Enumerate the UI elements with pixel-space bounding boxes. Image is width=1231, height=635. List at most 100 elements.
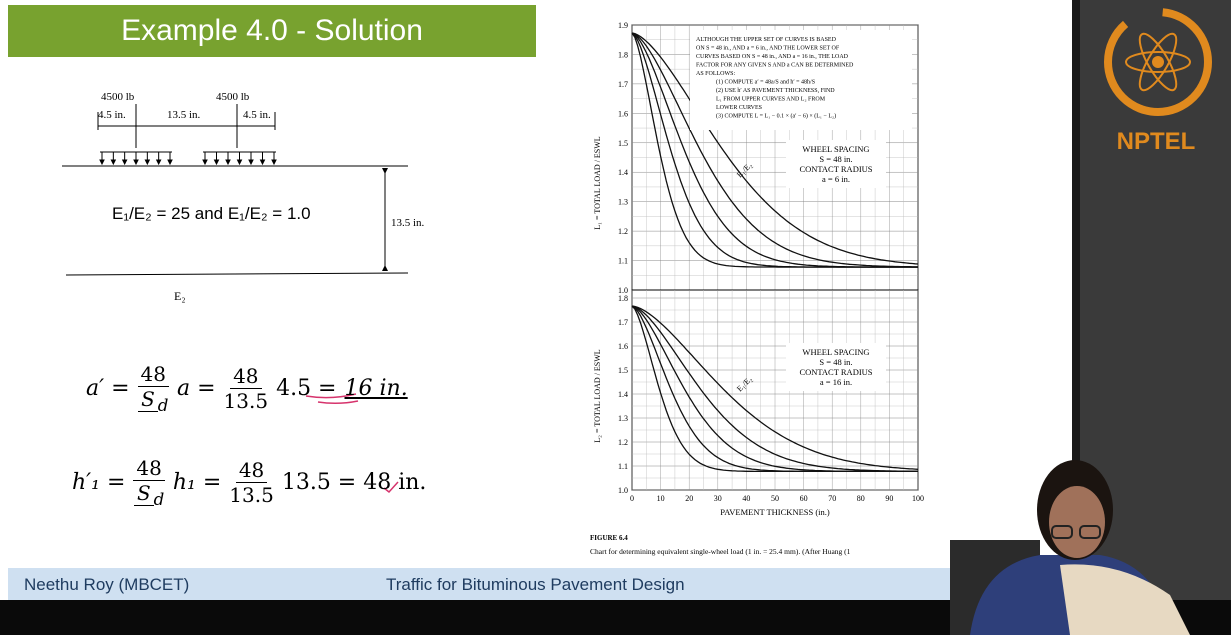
load-label: 4500 lb — [216, 91, 250, 103]
x-tick-label: 60 — [800, 494, 808, 503]
modulus-ratio: E₁/E₂ = 25 and E₁/E₂ = 1.0 — [112, 204, 311, 223]
y-tick-label: 1.1 — [618, 257, 628, 266]
legend-text: a = 16 in. — [820, 377, 852, 387]
y-tick-label: 1.8 — [618, 294, 628, 303]
dim-label: 4.5 in. — [98, 109, 126, 121]
denominator: S — [138, 387, 158, 412]
y-tick-label: 1.2 — [618, 227, 628, 236]
arrow-head — [134, 160, 138, 164]
legend-text: WHEEL SPACING — [802, 144, 869, 154]
numerator: 48 — [133, 456, 164, 481]
y-tick-label: 1.5 — [618, 139, 628, 148]
arrow-head — [123, 160, 127, 164]
arrow-head — [111, 160, 115, 164]
arrow-head — [157, 160, 161, 164]
x-tick-label: 70 — [828, 494, 836, 503]
arrow-head — [168, 160, 172, 164]
y-axis-label: L₁ = TOTAL LOAD / ESWL — [593, 136, 602, 230]
layer-label: E₂ — [174, 289, 186, 303]
y-tick-label: 1.2 — [618, 438, 628, 447]
y-tick-label: 1.4 — [618, 390, 628, 399]
y-tick-label: 1.3 — [618, 198, 628, 207]
y-tick-label: 1.4 — [618, 168, 628, 177]
legend-text: a = 6 in. — [822, 174, 850, 184]
y-tick-label: 1.6 — [618, 109, 628, 118]
note-line: L₁ FROM UPPER CURVES AND L₂ FROM — [716, 97, 826, 103]
numerator: 48 — [230, 364, 261, 389]
eq-term: 13.5 = 48 in. — [282, 470, 427, 495]
legend-text: CONTACT RADIUS — [799, 164, 872, 174]
figure-title: FIGURE 6.4 — [590, 534, 628, 542]
note-line: (3) COMPUTE L = L₁ − 0.1 × (a′ − 6) × (L… — [716, 113, 836, 120]
curve-label: E₁/E₂ — [735, 374, 754, 393]
eq-term: 4.5 = — [276, 376, 336, 401]
eq-lhs: a′ = — [86, 376, 130, 401]
arrow-head — [215, 160, 219, 164]
footer-author: Neethu Roy (MBCET) — [24, 575, 189, 595]
note-line: (1) COMPUTE a′ = 48a/S and h′ = 48h/S — [716, 79, 815, 86]
y-tick-label: 1.7 — [618, 318, 628, 327]
note-line: (2) USE h′ AS PAVEMENT THICKNESS, FIND — [716, 87, 835, 94]
page: Example 4.0 - Solution 4500 lb 4500 lb 4… — [0, 0, 1231, 635]
y-tick-label: 1.9 — [618, 21, 628, 30]
note-line: ON S = 48 in., AND a = 6 in., AND THE LO… — [696, 46, 840, 52]
legend-text: S = 48 in. — [819, 357, 852, 367]
legend-text: S = 48 in. — [819, 154, 852, 164]
note-line: ALTHOUGH THE UPPER SET OF CURVES IS BASE… — [696, 37, 837, 43]
y-tick-label: 1.6 — [618, 342, 628, 351]
legend-text: CONTACT RADIUS — [799, 367, 872, 377]
logo-text: NPTEL — [1117, 128, 1196, 155]
depth-label: 13.5 in. — [391, 217, 425, 229]
arrow-head — [226, 160, 230, 164]
y-tick-label: 1.3 — [618, 414, 628, 423]
logo: NPTEL — [1080, 0, 1231, 160]
denominator: S — [134, 481, 154, 506]
eq-lhs: h′₁ = — [72, 470, 125, 495]
note-line: AS FOLLOWS: — [696, 71, 736, 77]
y-axis-label: L₂ = TOTAL LOAD / ESWL — [593, 349, 602, 443]
legend-text: WHEEL SPACING — [802, 347, 869, 357]
x-tick-label: 50 — [771, 494, 779, 503]
x-tick-label: 20 — [685, 494, 693, 503]
denominator: 13.5 — [229, 483, 274, 507]
eq-term: h₁ = — [173, 470, 221, 495]
arrow-head — [249, 160, 253, 164]
x-tick-label: 80 — [857, 494, 865, 503]
eq-term: a = — [177, 376, 216, 401]
curve-label: E₁/E₂ — [735, 160, 754, 179]
arrow-head — [238, 160, 242, 164]
numerator: 48 — [138, 362, 169, 387]
x-tick-label: 10 — [657, 494, 665, 503]
footer-course: Traffic for Bituminous Pavement Design — [386, 575, 685, 595]
x-tick-label: 90 — [885, 494, 893, 503]
arrow-head — [100, 160, 104, 164]
y-tick-label: 1.1 — [618, 462, 628, 471]
arrow-head — [272, 160, 276, 164]
arrow-head — [203, 160, 207, 164]
arrow-head — [261, 160, 265, 164]
y-tick-label: 1.5 — [618, 366, 628, 375]
y-tick-label: 1.8 — [618, 50, 628, 59]
y-tick-label: 1.7 — [618, 80, 628, 89]
arrow-head — [145, 160, 149, 164]
x-tick-label: 30 — [714, 494, 722, 503]
figure-caption: Chart for determining equivalent single-… — [590, 547, 851, 556]
presenter — [940, 440, 1231, 635]
subscript: d — [158, 396, 169, 415]
eq-result: 16 in. — [345, 376, 408, 401]
note-line: LOWER CURVES — [716, 105, 762, 111]
x-tick-label: 0 — [630, 494, 634, 503]
note-line: FACTOR FOR ANY GIVEN S AND a CAN BE DETE… — [696, 63, 854, 69]
y-tick-label: 1.0 — [618, 486, 628, 495]
numerator: 48 — [236, 458, 267, 483]
subscript: d — [154, 490, 165, 509]
x-tick-label: 40 — [742, 494, 750, 503]
dim-label: 4.5 in. — [243, 109, 271, 121]
x-axis-label: PAVEMENT THICKNESS (in.) — [720, 507, 830, 517]
